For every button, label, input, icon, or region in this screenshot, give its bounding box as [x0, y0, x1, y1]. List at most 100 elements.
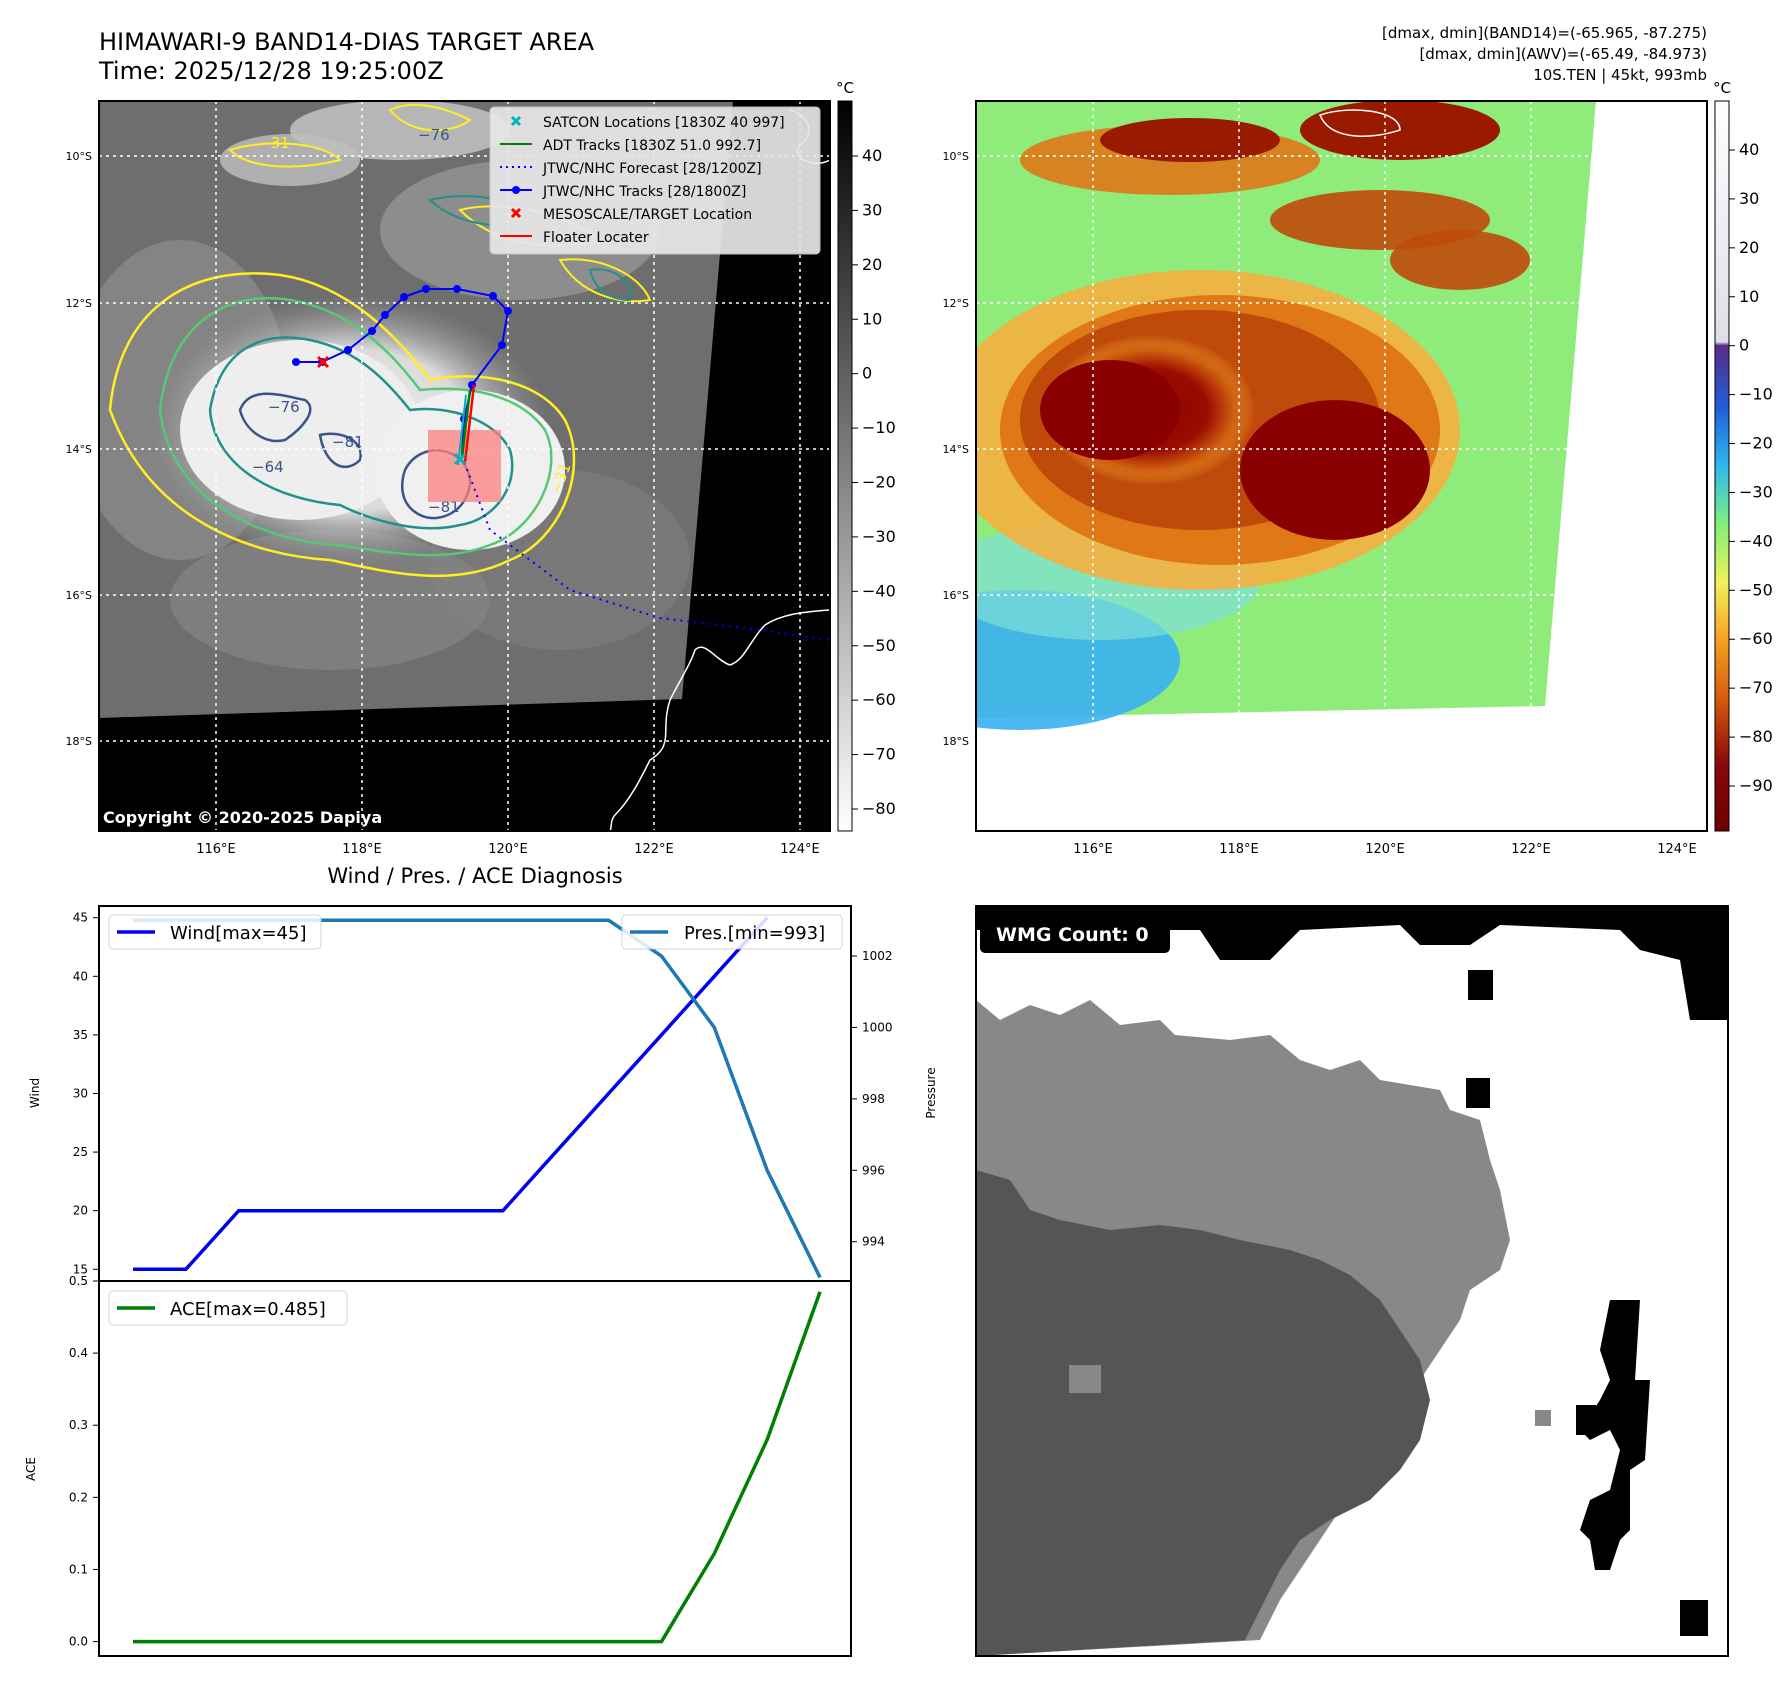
mesoscale-marker [316, 355, 330, 369]
jtwc-forecast [461, 455, 830, 641]
satcon-marker [453, 452, 467, 466]
pressure-ylabel: Pressure [924, 1067, 938, 1118]
awv-colorbar-tick-label: −70 [1739, 678, 1773, 697]
ir-colorbar-tick-label: −40 [862, 581, 896, 600]
awv-colorbar: °C 40 30 20 10 0 −10 −20 −30 −40 −50 −60 −70 −80 −90 [1713, 79, 1773, 832]
awv-colorbar-tick-label: 20 [1739, 238, 1759, 257]
adt-track [460, 389, 472, 459]
dmax-awv: [dmax, dmin](AWV)=(-65.49, -84.973) [1419, 45, 1707, 63]
awv-colorbar-tick-label: 40 [1739, 140, 1759, 159]
wind-ylabel: Wind [28, 1078, 42, 1108]
wmg-dark-grey-region [976, 1170, 1430, 1656]
wind-series-line [133, 916, 769, 1272]
pressure-ytick-label: 998 [862, 1092, 885, 1106]
legend-jtwc-forecast: JTWC/NHC Forecast [28/1200Z] [542, 161, 762, 177]
contour-label: −31 [258, 134, 290, 152]
awv-colorbar-tick-label: −80 [1739, 727, 1773, 746]
ace-series-line [133, 1291, 822, 1644]
awv-colorbar-tick-label: −30 [1739, 482, 1773, 501]
awv-colorbar-tick-label: 0 [1739, 336, 1749, 355]
contour-green [158, 296, 553, 557]
awv-gridlines [976, 101, 1707, 831]
contour-label: −81 [332, 433, 364, 451]
ir-colorbar-tick-label: 30 [862, 200, 882, 219]
ace-ytick-label: 0.3 [69, 1418, 88, 1432]
legend-satcon: SATCON Locations [1830Z 40 997] [543, 115, 785, 131]
lat-label: 10°S [66, 150, 92, 163]
ace-chart: 0.0 0.1 0.2 0.3 0.4 0.5 ACE ACE[max=0.485] [24, 1274, 852, 1657]
awv-colorbar-tick-label: −90 [1739, 776, 1773, 795]
lon-label: 124°E [780, 842, 820, 857]
legend-mesoscale: MESOSCALE/TARGET Location [543, 207, 752, 223]
ir-legend: SATCON Locations [1830Z 40 997] ADT Trac… [489, 106, 821, 255]
ir-colorbar-tick-label: 20 [862, 255, 882, 274]
lon-label: 116°E [196, 842, 236, 857]
awv-colorbar-tick-label: −20 [1739, 434, 1773, 453]
lon-label: 118°E [1219, 842, 1259, 857]
wind-pressure-chart: 15 20 25 30 35 40 45 994 996 998 1000 1002 Wind Pr… [28, 905, 938, 1282]
legend-pressure: Pres.[min=993] [684, 923, 825, 944]
wind-ytick-label: 15 [73, 1262, 88, 1276]
contour-label: −64 [252, 458, 284, 476]
coastline [609, 609, 830, 831]
awv-colorbar-unit: °C [1713, 79, 1731, 97]
ir-colorbar-tick-label: 10 [862, 309, 882, 328]
legend-adt: ADT Tracks [1830Z 51.0 992.7] [543, 138, 761, 154]
ace-ytick-label: 0.0 [69, 1635, 88, 1649]
floater-locater [463, 384, 476, 463]
ace-ytick-label: 0.5 [69, 1274, 88, 1288]
ace-ylabel: ACE [24, 1457, 38, 1481]
ace-ytick-label: 0.1 [69, 1562, 88, 1576]
lat-label: 18°S [66, 735, 92, 748]
awv-colorbar-tick-label: −50 [1739, 580, 1773, 599]
ir-colorbar: °C 40 30 20 10 0 −10 −20 −30 −40 −50 −60 −70 −80 [836, 79, 896, 832]
lat-label: 18°S [943, 735, 969, 748]
pressure-legend: Pres.[min=993] [621, 914, 843, 950]
contour-label: −81 [428, 498, 460, 516]
awv-colorbar-tick-label: 30 [1739, 189, 1759, 208]
wind-ytick-label: 35 [73, 1028, 88, 1042]
ir-colorbar-tick-label: −30 [862, 527, 896, 546]
ir-colorbar-tick-label: −20 [862, 473, 896, 492]
wind-ytick-label: 40 [73, 969, 88, 983]
lat-label: 14°S [66, 443, 92, 456]
pressure-ytick-label: 996 [862, 1163, 885, 1177]
awv-lon-labels: 116°E 118°E 120°E 122°E 124°E [1073, 842, 1697, 857]
lat-label: 12°S [66, 297, 92, 310]
wmg-panel: WMG Count: 0 [975, 905, 1729, 1657]
lon-label: 122°E [634, 842, 674, 857]
ir-colorbar-tick-label: −60 [862, 690, 896, 709]
ace-ytick-label: 0.4 [69, 1346, 88, 1360]
ir-colorbar-unit: °C [836, 79, 854, 97]
pressure-ytick-label: 994 [862, 1235, 885, 1249]
legend-wind: Wind[max=45] [170, 923, 307, 944]
wmg-black-band [1580, 1300, 1650, 1570]
ir-lon-labels: 116°E 118°E 120°E 122°E 124°E [196, 842, 820, 857]
lat-label: 16°S [943, 589, 969, 602]
contour-label: −76 [268, 398, 300, 416]
awv-lat-labels: 10°S 12°S 14°S 16°S 18°S [943, 150, 969, 748]
jtwc-track-points [292, 285, 512, 423]
awv-colorbar-tick-label: −40 [1739, 531, 1773, 550]
contour-label: −76 [418, 126, 450, 144]
lon-label: 120°E [1365, 842, 1405, 857]
ir-colorbar-tick-label: 40 [862, 146, 882, 165]
awv-map-panel: 10°S 12°S 14°S 16°S 18°S 116°E 118°E 120… [943, 79, 1773, 857]
lat-label: 12°S [943, 297, 969, 310]
pressure-ytick-label: 1000 [862, 1020, 893, 1034]
ir-map-panel: −31 −76 −64 −81 −76 −81 −31 [66, 79, 896, 857]
legend-jtwc-tracks: JTWC/NHC Tracks [28/1800Z] [542, 184, 746, 200]
contour-yellow [108, 272, 576, 577]
lon-label: 116°E [1073, 842, 1113, 857]
legend-floater: Floater Locater [543, 230, 649, 246]
lat-label: 16°S [66, 589, 92, 602]
ir-colorbar-tick-label: −50 [862, 636, 896, 655]
page-subtitle: Time: 2025/12/28 19:25:00Z [98, 57, 444, 85]
lon-label: 122°E [1511, 842, 1551, 857]
jtwc-track [296, 288, 510, 457]
storm-info: 10S.TEN | 45kt, 993mb [1533, 66, 1707, 84]
lon-label: 118°E [342, 842, 382, 857]
page-title: HIMAWARI-9 BAND14-DIAS TARGET AREA [99, 28, 595, 56]
ir-colorbar-tick-label: 0 [862, 364, 872, 383]
